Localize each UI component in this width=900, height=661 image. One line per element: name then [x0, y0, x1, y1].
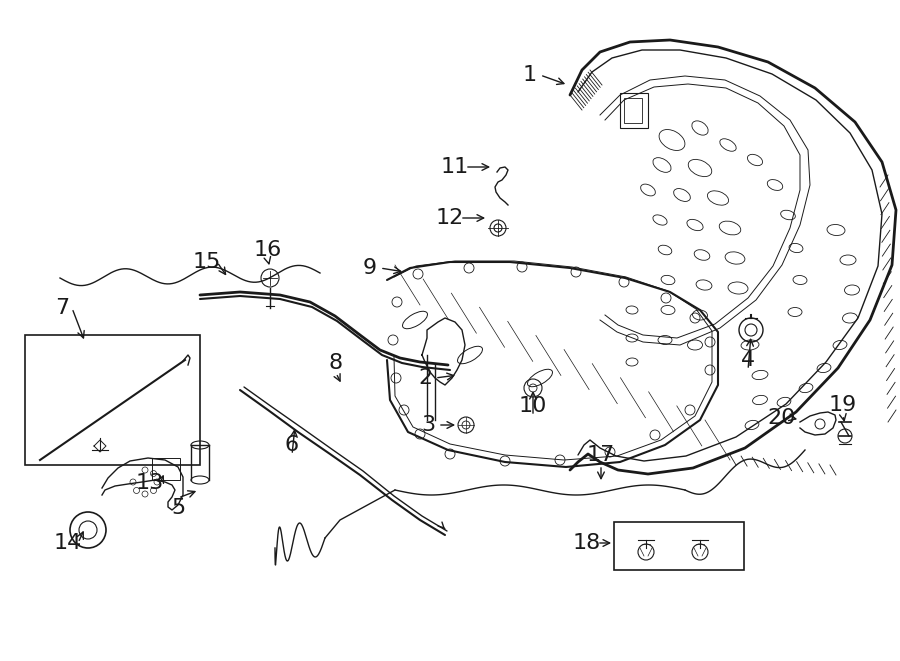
- Text: 17: 17: [587, 445, 615, 465]
- Text: 11: 11: [441, 157, 469, 177]
- Bar: [25, 335, 200, 465]
- Bar: [624, 98, 642, 123]
- Text: 19: 19: [829, 395, 857, 415]
- Text: 5: 5: [171, 498, 185, 518]
- Text: 4: 4: [741, 350, 755, 370]
- Text: 9: 9: [363, 258, 377, 278]
- Bar: [614, 522, 744, 570]
- Text: 18: 18: [573, 533, 601, 553]
- Text: 3: 3: [421, 415, 435, 435]
- Bar: [152, 458, 180, 480]
- Text: 8: 8: [328, 353, 343, 373]
- Text: 15: 15: [193, 252, 221, 272]
- Text: 13: 13: [136, 473, 164, 493]
- Text: 1: 1: [523, 65, 537, 85]
- Text: 6: 6: [285, 435, 299, 455]
- Text: 7: 7: [55, 298, 69, 318]
- Text: 16: 16: [254, 240, 282, 260]
- Text: 14: 14: [54, 533, 82, 553]
- Text: 12: 12: [436, 208, 464, 228]
- Text: 20: 20: [768, 408, 796, 428]
- Text: 2: 2: [418, 368, 432, 388]
- Text: 10: 10: [518, 396, 547, 416]
- Bar: [620, 93, 648, 128]
